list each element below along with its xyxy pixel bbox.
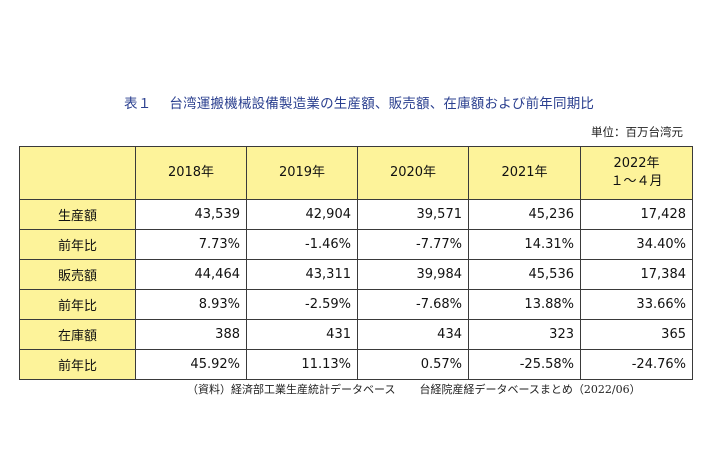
table-cell: 39,984 xyxy=(357,259,469,290)
column-header-2022-year: 2022年 xyxy=(613,156,660,171)
column-header-2021: 2021年 xyxy=(468,146,581,200)
statistics-table: 2018年 2019年 2020年 2021年 2022年 １～４月 生産額 43… xyxy=(19,146,693,380)
unit-label: 単位：百万台湾元 xyxy=(591,125,683,139)
row-header: 生産額 xyxy=(19,199,136,230)
table-row: 前年比 45.92% 11.13% 0.57% -25.58% -24.76% xyxy=(19,349,693,380)
table-cell: 39,571 xyxy=(357,199,469,230)
table-cell: 45,536 xyxy=(468,259,581,290)
table-cell: 33.66% xyxy=(580,289,693,320)
table-cell: -7.68% xyxy=(357,289,469,320)
table-cell: 45,236 xyxy=(468,199,581,230)
table-cell: 323 xyxy=(468,319,581,350)
table-cell: 13.88% xyxy=(468,289,581,320)
table-cell: 45.92% xyxy=(135,349,247,380)
table-cell: 11.13% xyxy=(246,349,358,380)
table-row: 生産額 43,539 42,904 39,571 45,236 17,428 xyxy=(19,199,693,230)
table-cell: 0.57% xyxy=(357,349,469,380)
corner-cell xyxy=(19,146,136,200)
table-cell: -1.46% xyxy=(246,229,358,260)
column-header-2022: 2022年 １～４月 xyxy=(580,146,693,200)
table-row: 前年比 7.73% -1.46% -7.77% 14.31% 34.40% xyxy=(19,229,693,260)
table-cell: 431 xyxy=(246,319,358,350)
table-row: 販売額 44,464 43,311 39,984 45,536 17,384 xyxy=(19,259,693,290)
row-header: 前年比 xyxy=(19,289,136,320)
table-title-text: 台湾運搬機械設備製造業の生産額、販売額、在庫額および前年同期比 xyxy=(169,96,595,112)
source-note: （資料）経済部工業生産統計データベース 台経院産経データベースまとめ（2022/0… xyxy=(187,381,641,397)
table-title: 表１ 台湾運搬機械設備製造業の生産額、販売額、在庫額および前年同期比 xyxy=(124,92,594,112)
table-cell: 365 xyxy=(580,319,693,350)
table-cell: 43,539 xyxy=(135,199,247,230)
header-row: 2018年 2019年 2020年 2021年 2022年 １～４月 xyxy=(19,146,693,200)
table-cell: 17,384 xyxy=(580,259,693,290)
table-cell: -7.77% xyxy=(357,229,469,260)
table-cell: 14.31% xyxy=(468,229,581,260)
table-cell: 7.73% xyxy=(135,229,247,260)
source-left: （資料）経済部工業生産統計データベース xyxy=(187,383,396,396)
table-cell: -2.59% xyxy=(246,289,358,320)
row-header: 在庫額 xyxy=(19,319,136,350)
column-header-2022-period: １～４月 xyxy=(610,174,663,189)
column-header-2019: 2019年 xyxy=(246,146,358,200)
table-cell: 44,464 xyxy=(135,259,247,290)
row-header: 前年比 xyxy=(19,349,136,380)
table-cell: 42,904 xyxy=(246,199,358,230)
column-header-2020: 2020年 xyxy=(357,146,469,200)
table-cell: -24.76% xyxy=(580,349,693,380)
table-cell: 388 xyxy=(135,319,247,350)
table-cell: 43,311 xyxy=(246,259,358,290)
table-cell: -25.58% xyxy=(468,349,581,380)
table-row: 在庫額 388 431 434 323 365 xyxy=(19,319,693,350)
table-cell: 8.93% xyxy=(135,289,247,320)
table-row: 前年比 8.93% -2.59% -7.68% 13.88% 33.66% xyxy=(19,289,693,320)
table-cell: 434 xyxy=(357,319,469,350)
row-header: 販売額 xyxy=(19,259,136,290)
table-cell: 34.40% xyxy=(580,229,693,260)
table-cell: 17,428 xyxy=(580,199,693,230)
table-number: 表１ xyxy=(124,96,152,112)
source-right: 台経院産経データベースまとめ（2022/06） xyxy=(419,383,641,396)
column-header-2018: 2018年 xyxy=(135,146,247,200)
row-header: 前年比 xyxy=(19,229,136,260)
